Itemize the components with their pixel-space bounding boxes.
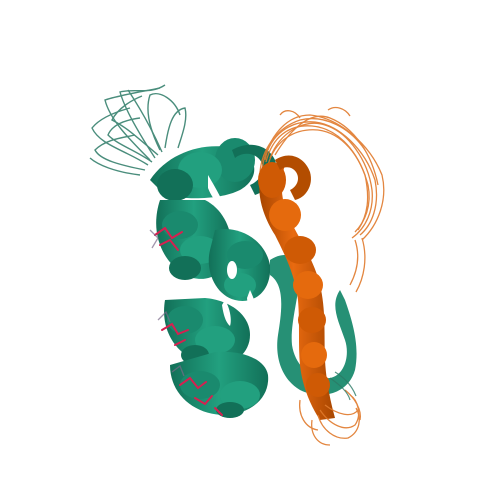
ligand-sticks xyxy=(154,226,223,416)
side-chain-sticks xyxy=(149,229,185,377)
chain-b-helix xyxy=(258,155,335,420)
chain-b-loop-ensemble xyxy=(259,106,385,293)
chain-a-terminal-loops xyxy=(89,84,187,176)
chain-b-lower-loops xyxy=(299,389,361,446)
chain-a-helices xyxy=(150,138,357,418)
helix-highlights xyxy=(208,175,257,326)
chain-a-lower-coil xyxy=(329,371,357,401)
